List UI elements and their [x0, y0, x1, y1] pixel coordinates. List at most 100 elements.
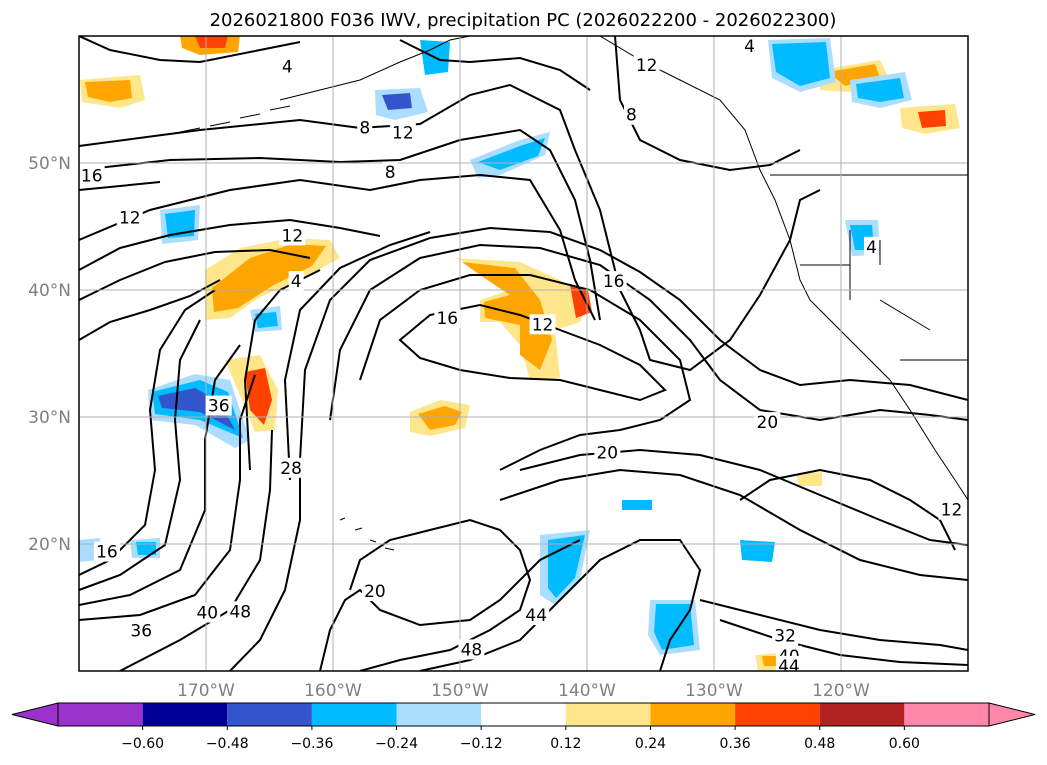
- contour-label: 4: [282, 57, 293, 77]
- iwv-contour-line: [399, 39, 591, 91]
- lat-tick-label: 30°N: [28, 408, 71, 428]
- contour-label-bg: [600, 271, 627, 292]
- contour-label: 16: [436, 309, 458, 329]
- precip-blob-negative: [654, 604, 694, 650]
- contour-label-bg: [529, 314, 556, 335]
- contour-label-bg: [772, 625, 799, 646]
- north-america-coastline: [599, 36, 968, 501]
- coastlines: [179, 36, 968, 551]
- lon-tick-label: 150°W: [431, 681, 489, 701]
- latitude-tick-labels: 20°N 30°N 40°N 50°N: [28, 154, 71, 555]
- contour-label: 12: [636, 56, 658, 76]
- lon-tick-label: 140°W: [558, 681, 616, 701]
- contour-label: 16: [81, 167, 103, 187]
- precip-blob-positive: [195, 36, 228, 48]
- iwv-contour-line: [79, 173, 596, 321]
- contour-label: 4: [744, 37, 755, 57]
- colorbar-tick-label: 0.48: [804, 736, 835, 752]
- colorbar-tick-label: 0.12: [550, 736, 581, 752]
- contour-label: 40: [196, 604, 218, 624]
- precip-blob-negative: [382, 93, 412, 110]
- contour-label-bg: [434, 307, 461, 328]
- colorbar-frame: [57, 702, 990, 727]
- precip-blob-positive: [462, 262, 552, 370]
- lon-tick-label: 170°W: [177, 681, 235, 701]
- contour-label-bg: [863, 236, 879, 257]
- contour-label-bg: [389, 122, 416, 143]
- lat-tick-label: 20°N: [28, 535, 71, 555]
- contour-label-bg: [93, 541, 120, 562]
- contour-label-bg: [742, 36, 758, 57]
- precip-blob-negative: [255, 312, 278, 328]
- colorbar-segment: [142, 703, 228, 726]
- contour-label-bg: [79, 165, 105, 186]
- figure-title: 2026021800 F036 IWV, precipitation PC (2…: [210, 10, 837, 31]
- contour-label-bg: [458, 639, 485, 660]
- contour-label-bg: [623, 104, 639, 125]
- precipitation-shading: [79, 36, 960, 670]
- lat-tick-label: 40°N: [28, 281, 71, 301]
- longitude-tick-labels: 170°W 160°W 150°W 140°W 130°W 120°W: [177, 681, 870, 701]
- iwv-contour-line: [319, 539, 581, 671]
- colorbar-tick-label: 0.36: [720, 736, 751, 752]
- iwv-contour-line: [119, 429, 273, 671]
- precip-blob-negative: [478, 138, 545, 170]
- precip-blob-positive: [918, 110, 946, 128]
- contour-label-bg: [116, 207, 143, 228]
- colorbar-tick-label: 0.60: [889, 736, 920, 752]
- contour-label-bg: [357, 117, 373, 138]
- lon-tick-label: 120°W: [812, 681, 870, 701]
- aleutian-islands: [179, 105, 291, 133]
- contour-label-bg: [288, 271, 304, 292]
- colorbar-segment: [904, 703, 989, 726]
- contour-label-bg: [523, 605, 550, 626]
- contour-label: 12: [392, 124, 414, 144]
- precip-blob-negative: [740, 540, 775, 562]
- colorbar-tick-label: 0.24: [635, 736, 666, 752]
- colorbar-tick-label: −0.24: [375, 736, 418, 752]
- alaska-coastline: [279, 36, 471, 101]
- hawaii-islands: [339, 517, 395, 551]
- contour-label: 8: [359, 118, 370, 138]
- contour-label-bg: [194, 602, 221, 623]
- contour-label-bg: [278, 457, 305, 478]
- iwv-contour-line: [419, 539, 702, 671]
- map-gridlines: [79, 36, 968, 671]
- contour-label-bg: [128, 620, 155, 641]
- contour-label: 48: [461, 640, 483, 660]
- contour-label: 8: [385, 163, 396, 183]
- contour-label: 12: [282, 226, 304, 246]
- map-frame: [78, 35, 969, 672]
- iwv-contour-line: [79, 36, 301, 64]
- contour-label-bg: [227, 601, 254, 622]
- colorbar-tick-label: −0.12: [460, 736, 503, 752]
- colorbar-segment: [565, 703, 651, 726]
- colorbar-tick-label: −0.36: [290, 736, 333, 752]
- contour-label: 32: [774, 626, 796, 646]
- contour-label: 20: [757, 413, 779, 433]
- contour-label: 48: [229, 602, 251, 622]
- contour-label: 28: [280, 459, 302, 479]
- contour-label: 16: [96, 543, 118, 563]
- iwv-contour-line: [79, 279, 221, 341]
- iwv-contours: [79, 36, 968, 671]
- precip-blob-negative: [165, 210, 195, 238]
- precip-blob-positive: [212, 244, 326, 312]
- colorbar-tick-label: −0.48: [206, 736, 249, 752]
- lon-tick-label: 160°W: [304, 681, 362, 701]
- colorbar-tick-label: −0.60: [121, 736, 164, 752]
- colorbar-segment: [311, 703, 397, 726]
- contour-label-bg: [205, 395, 232, 416]
- colorbar-extend-max: [988, 702, 1036, 727]
- precip-blob-negative: [622, 500, 652, 510]
- contour-label: 16: [603, 272, 625, 292]
- precip-blob-positive: [797, 472, 822, 486]
- contour-label: 44: [778, 657, 800, 677]
- contour-label-bg: [754, 412, 781, 433]
- iwv-contour-line: [79, 374, 256, 621]
- colorbar-segment: [481, 703, 566, 726]
- iwv-contour-line: [79, 218, 381, 271]
